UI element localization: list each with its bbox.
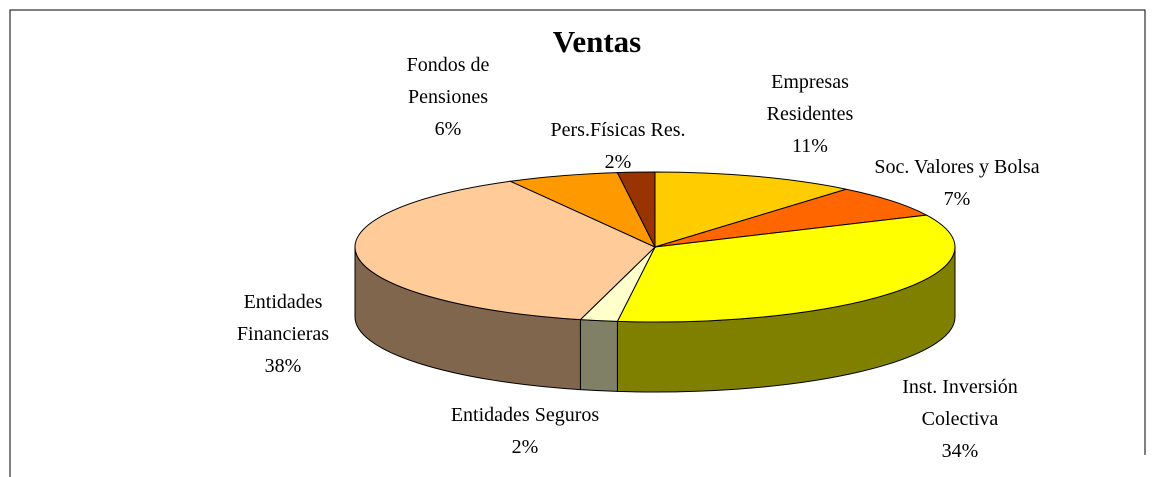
label-value: 38%: [264, 355, 302, 377]
label-value: 34%: [941, 440, 979, 462]
data-label: Inst. Inversión Colectiva 34%: [870, 371, 1050, 467]
data-label: Pers.Físicas Res. 2%: [503, 114, 733, 178]
slice: [654, 171, 847, 248]
label-name: Fondos de Pensiones: [406, 54, 490, 108]
label-name: Empresas Residentes: [766, 71, 854, 125]
label-name: Entidades Seguros: [450, 404, 600, 426]
chart-title: Ventas: [552, 24, 642, 59]
data-label: Entidades Financieras 38%: [208, 286, 358, 382]
data-label: Soc. Valores y Bolsa 7%: [867, 151, 1047, 215]
data-label: Fondos de Pensiones 6%: [378, 49, 518, 145]
label-value: 7%: [943, 188, 971, 210]
slice: [616, 214, 956, 323]
slice: [616, 171, 656, 248]
label-value: 11%: [792, 135, 828, 157]
label-name: Soc. Valores y Bolsa: [874, 156, 1040, 178]
slice-side: [579, 319, 618, 392]
slice: [354, 180, 656, 321]
frame: [9, 9, 1146, 477]
label-name: Pers.Físicas Res.: [550, 119, 686, 141]
data-label: Entidades Seguros 2%: [400, 399, 650, 463]
label-name: Entidades Financieras: [236, 291, 330, 345]
label-value: 2%: [604, 151, 632, 173]
data-label: Empresas Residentes 11%: [740, 66, 880, 162]
label-name: Inst. Inversión Colectiva: [902, 376, 1018, 430]
label-value: 6%: [434, 118, 462, 140]
slice: [654, 188, 929, 248]
label-value: 2%: [511, 436, 539, 458]
